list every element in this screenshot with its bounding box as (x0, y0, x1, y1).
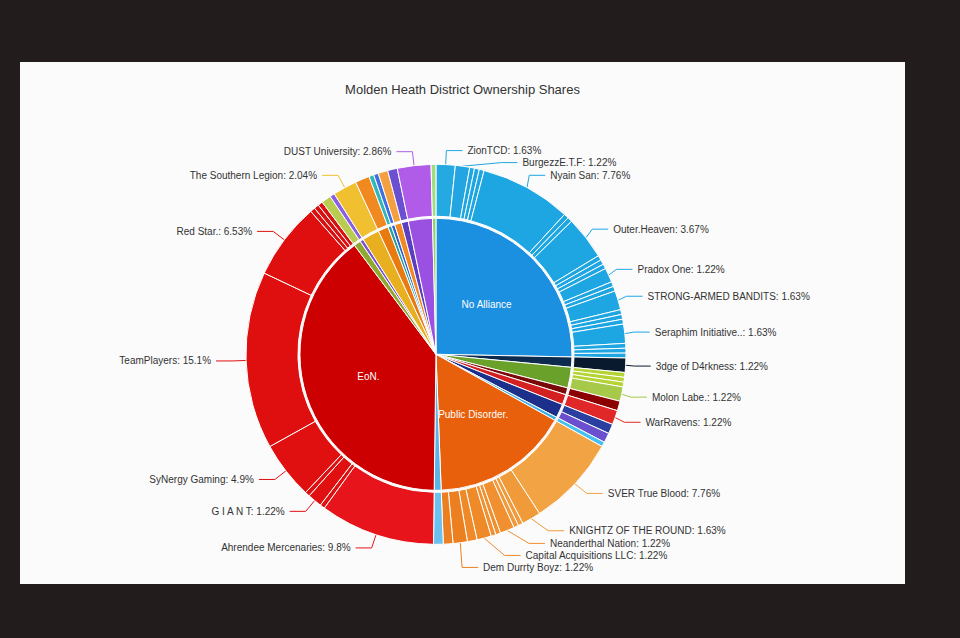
svg-text:Red Star.: 6.53%: Red Star.: 6.53% (177, 226, 253, 237)
svg-text:DUST University: 2.86%: DUST University: 2.86% (284, 146, 392, 157)
svg-text:BurgezzE.T.F: 1.22%: BurgezzE.T.F: 1.22% (522, 157, 616, 168)
svg-text:Seraphim Initiative..: 1.63%: Seraphim Initiative..: 1.63% (655, 327, 777, 338)
svg-text:Molden Heath District Ownershi: Molden Heath District Ownership Shares (345, 82, 580, 97)
svg-text:No Alliance: No Alliance (462, 299, 512, 310)
svg-text:G I A N T: 1.22%: G I A N T: 1.22% (212, 506, 285, 517)
svg-text:KNIGHTZ OF THE ROUND: 1.63%: KNIGHTZ OF THE ROUND: 1.63% (569, 525, 726, 536)
svg-text:Neanderthal Nation: 1.22%: Neanderthal Nation: 1.22% (550, 538, 670, 549)
svg-text:Nyain San: 7.76%: Nyain San: 7.76% (550, 170, 630, 181)
svg-text:Ahrendee Mercenaries: 9.8%: Ahrendee Mercenaries: 9.8% (221, 542, 351, 553)
svg-text:Pradox One: 1.22%: Pradox One: 1.22% (637, 264, 724, 275)
svg-text:Outer.Heaven: 3.67%: Outer.Heaven: 3.67% (613, 224, 709, 235)
svg-text:TeamPlayers: 15.1%: TeamPlayers: 15.1% (119, 355, 211, 366)
svg-text:Molon Labe.: 1.22%: Molon Labe.: 1.22% (652, 392, 741, 403)
svg-text:STRONG-ARMED BANDITS: 1.63%: STRONG-ARMED BANDITS: 1.63% (648, 291, 810, 302)
svg-text:Capital Acquisitions LLC: 1.22: Capital Acquisitions LLC: 1.22% (526, 550, 668, 561)
svg-text:3dge of D4rkness: 1.22%: 3dge of D4rkness: 1.22% (656, 361, 768, 372)
svg-text:The Southern Legion: 2.04%: The Southern Legion: 2.04% (190, 170, 317, 181)
svg-text:WarRavens: 1.22%: WarRavens: 1.22% (646, 417, 732, 428)
svg-text:Public Disorder.: Public Disorder. (438, 409, 508, 420)
svg-text:ZionTCD: 1.63%: ZionTCD: 1.63% (467, 145, 541, 156)
svg-text:Dem Durrty Boyz: 1.22%: Dem Durrty Boyz: 1.22% (483, 562, 593, 573)
svg-text:SyNergy Gaming: 4.9%: SyNergy Gaming: 4.9% (149, 474, 254, 485)
svg-text:SVER True Blood: 7.76%: SVER True Blood: 7.76% (608, 488, 720, 499)
svg-text:EoN.: EoN. (357, 371, 379, 382)
